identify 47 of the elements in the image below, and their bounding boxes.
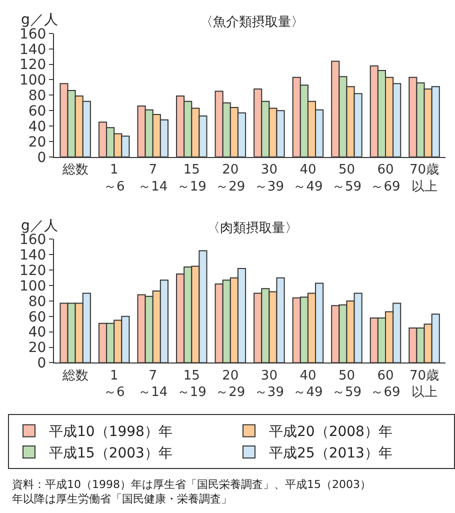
- chart-title: 〈魚介類摂取量〉: [200, 15, 304, 30]
- chart-title: 〈肉類摂取量〉: [207, 221, 298, 236]
- y-tick-label: 20: [28, 340, 46, 356]
- y-axis-title: g／人: [21, 12, 58, 28]
- x-tick-label: 20 ～29: [216, 162, 246, 194]
- y-tick-label: 60: [28, 104, 46, 120]
- y-tick-label: 140: [19, 248, 46, 264]
- y-tick-label: 60: [28, 309, 46, 326]
- x-tick-label: 1 ～6: [103, 368, 125, 400]
- x-tick-label: 1 ～6: [103, 162, 125, 194]
- legend-label: 平成15（2003）年: [49, 445, 172, 462]
- x-tick-label: 70歳以上: [410, 368, 440, 400]
- x-tick-label: 15 ～19: [176, 162, 206, 194]
- x-tick-label: 15 ～19: [176, 368, 206, 400]
- text: 資料：平成10（1998）年は厚生省「国民栄養調査」、平成15（2003）年以降は厚生労働省「国民健康・栄養調査」: [12, 478, 371, 506]
- x-tick-label: 60 ～69: [370, 368, 400, 400]
- x-tick-label: 20 ～29: [216, 368, 246, 400]
- y-tick-label: 160: [19, 26, 46, 42]
- legend-label: 平成20（2008）年: [269, 424, 392, 440]
- y-tick-label: 120: [19, 57, 46, 74]
- legend-label: 平成25（2013）年: [269, 445, 392, 462]
- y-tick-label: 40: [28, 118, 46, 135]
- x-tick-label: 総数: [61, 368, 88, 384]
- x-tick-label: 70歳以上: [410, 162, 440, 194]
- x-tick-label: 7 ～14: [138, 368, 168, 400]
- y-tick-label: 80: [28, 88, 46, 104]
- x-tick-label: 総数: [61, 162, 88, 178]
- x-tick-label: 30 ～39: [254, 162, 284, 194]
- y-tick-label: 0: [37, 150, 46, 166]
- legend-label: 平成10（1998）年: [49, 424, 172, 440]
- y-axis-title: g／人: [21, 218, 58, 234]
- y-tick-label: 0: [37, 356, 46, 372]
- x-tick-label: 40 ～49: [293, 162, 323, 194]
- y-tick-label: 100: [19, 72, 46, 89]
- x-tick-label: 50 ～59: [332, 368, 362, 400]
- y-tick-label: 80: [28, 294, 46, 310]
- x-tick-label: 60 ～69: [370, 162, 400, 194]
- x-tick-label: 40 ～49: [293, 368, 323, 400]
- y-tick-label: 100: [19, 278, 46, 294]
- x-tick-label: 7 ～14: [138, 162, 168, 194]
- y-tick-label: 40: [28, 324, 46, 341]
- y-tick-label: 160: [19, 232, 46, 248]
- x-tick-label: 50 ～59: [332, 162, 362, 194]
- x-tick-label: 30 ～39: [254, 368, 284, 400]
- y-tick-label: 140: [19, 42, 46, 58]
- y-tick-label: 20: [28, 134, 46, 150]
- y-tick-label: 120: [19, 263, 46, 279]
